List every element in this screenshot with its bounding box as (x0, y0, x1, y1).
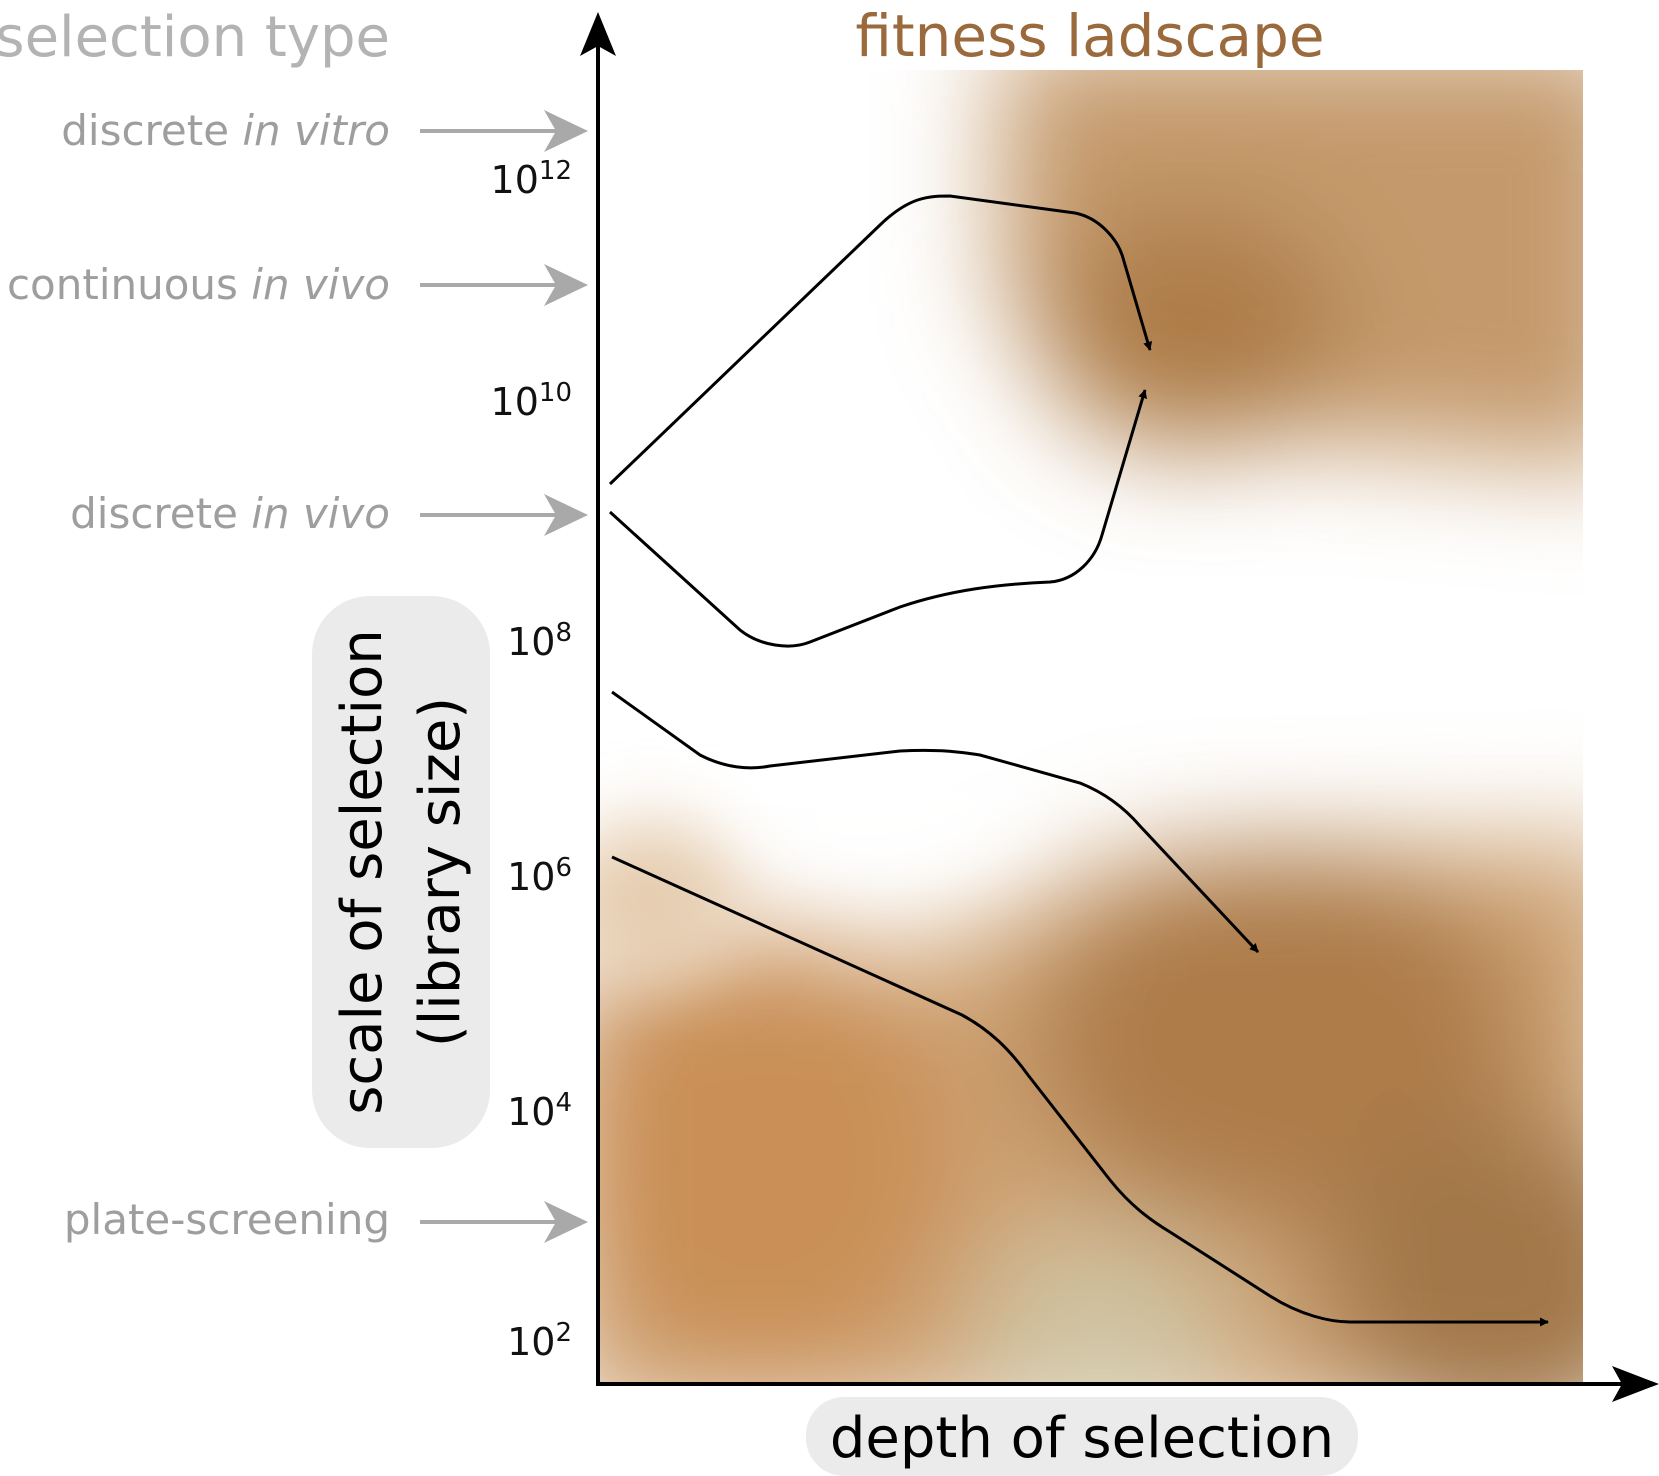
y-axis-arrowhead (580, 12, 616, 56)
x-axis-label: depth of selection (806, 1397, 1358, 1476)
fitness-landscape-title: fitness ladscape (855, 2, 1324, 70)
y-tick-label: 106 (507, 853, 572, 899)
trajectory-continuous-in-vivo (608, 194, 1153, 486)
x-axis-arrowhead (1612, 1366, 1659, 1402)
selection-label-plate-screening: plate-screening (64, 1195, 390, 1244)
selection-type-title: selection type (0, 5, 390, 70)
selection-label-discrete-in-vivo: discrete in vivo (70, 489, 390, 538)
y-axis-label: scale of selection (library size) (312, 596, 490, 1148)
y-axis-label-line2: (library size) (408, 697, 473, 1047)
selection-pointer-arrows (420, 110, 588, 1243)
y-tick-label: 108 (507, 618, 572, 664)
axes (580, 12, 1659, 1402)
y-axis-label-pill (312, 596, 490, 1148)
y-tick-labels: 1012 1010 108 106 104 102 (491, 156, 572, 1364)
trajectory-discrete-in-vivo (608, 389, 1148, 648)
y-axis-label-line1: scale of selection (330, 629, 395, 1115)
selection-label-continuous-in-vivo: continuous in vivo (7, 260, 390, 309)
x-axis-label-text: depth of selection (830, 1406, 1334, 1471)
trajectory-mid (611, 690, 1260, 954)
y-tick-label: 1010 (491, 378, 572, 424)
y-tick-label: 102 (507, 1318, 572, 1364)
y-tick-label: 104 (507, 1088, 572, 1134)
x-axis-label-pill (806, 1397, 1358, 1476)
trajectory-plate-screening (611, 855, 1549, 1327)
selection-label-discrete-in-vitro: discrete in vitro (61, 106, 390, 155)
selection-trajectories (608, 194, 1549, 1327)
fitness-landscape-map (598, 70, 1583, 1382)
y-tick-label: 1012 (491, 156, 572, 202)
